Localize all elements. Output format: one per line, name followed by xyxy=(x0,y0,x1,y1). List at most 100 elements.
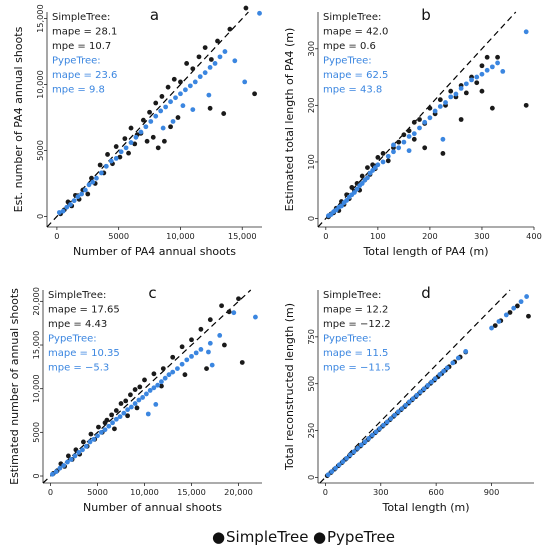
chart-b-point-pypetree xyxy=(406,134,412,139)
chart-a-annotation: mape = 23.6 xyxy=(52,70,117,81)
chart-c-y-tick-label: 5000 xyxy=(31,422,41,443)
chart-b: 0 100 200 300 400 0 100 200 300 b SimpleTree: mape … xyxy=(283,6,542,258)
chart-b-y-axis-label: Estimated total length of PA4 (m) xyxy=(283,28,296,212)
chart-a-series-pypetree xyxy=(56,10,262,215)
chart-a-point-simpletree xyxy=(117,154,123,160)
chart-b-annotation: mape = 42.0 xyxy=(323,27,388,38)
chart-c-point-simpletree xyxy=(170,354,176,360)
legend-label-pypetree: PypeTree xyxy=(327,528,395,546)
chart-d-annotation: mpe = −11.5 xyxy=(323,363,391,374)
chart-a-point-simpletree xyxy=(113,144,119,149)
chart-b-point-simpletree xyxy=(396,139,402,145)
chart-b-y-tick-label: 200 xyxy=(306,98,316,114)
chart-a-point-simpletree xyxy=(227,26,233,32)
chart-b-x-tick-label: 0 xyxy=(323,231,328,241)
chart-c-point-pypetree xyxy=(121,410,127,416)
chart-b-point-simpletree xyxy=(479,88,485,94)
chart-a-point-pypetree xyxy=(113,156,119,161)
chart-b-point-pypetree xyxy=(440,136,446,142)
chart-d-point-pypetree xyxy=(425,382,431,388)
chart-b-point-pypetree xyxy=(352,190,357,195)
chart-b-point-pypetree xyxy=(380,159,386,165)
chart-c-point-simpletree xyxy=(189,337,194,343)
chart-a-x-tick-label: 15,000 xyxy=(228,231,257,241)
chart-c-point-pypetree xyxy=(128,404,134,410)
legend-label-simpletree: SimpleTree xyxy=(226,528,308,546)
chart-b-point-pypetree xyxy=(448,94,454,100)
chart-a-point-pypetree xyxy=(232,58,238,64)
chart-d-annotation: SimpleTree: xyxy=(323,290,381,301)
chart-a-point-pypetree xyxy=(86,182,92,188)
chart-c-point-pypetree xyxy=(80,447,85,453)
chart-d-annotation: mpe = −12.2 xyxy=(323,319,391,330)
chart-a-point-pypetree xyxy=(94,175,99,181)
chart-c-point-simpletree xyxy=(109,412,115,418)
chart-b-point-pypetree xyxy=(500,69,506,74)
chart-b-point-simpletree xyxy=(489,105,495,111)
chart-c-point-simpletree xyxy=(236,296,241,302)
chart-c-point-pypetree xyxy=(117,414,123,420)
chart-c-x-tick-label: 15,000 xyxy=(177,487,206,497)
legend: ● SimpleTree ● PypeTree xyxy=(212,528,395,546)
chart-c-y-tick-label: 0 xyxy=(31,473,41,478)
chart-c-point-pypetree xyxy=(209,362,215,368)
chart-a-point-pypetree xyxy=(64,204,70,210)
chart-d-y-tick-label: 250 xyxy=(306,423,316,439)
chart-d-point-pypetree xyxy=(355,445,361,451)
chart-a-point-simpletree xyxy=(168,124,173,130)
chart-b-point-pypetree xyxy=(401,139,407,145)
chart-b-point-simpletree xyxy=(448,88,454,94)
chart-b-point-pypetree xyxy=(422,119,428,125)
chart-b-point-simpletree xyxy=(411,119,417,125)
chart-b-point-pypetree xyxy=(437,104,443,109)
chart-b-point-pypetree xyxy=(484,67,490,73)
chart-a-x-axis-label: Number of PA4 annual shoots xyxy=(73,245,236,258)
chart-c-y-tick-label: 20,000 xyxy=(31,287,41,316)
chart-a-point-pypetree xyxy=(56,210,62,215)
chart-d-point-pypetree xyxy=(381,422,386,428)
chart-c-point-pypetree xyxy=(87,439,93,445)
chart-c-point-pypetree xyxy=(102,427,108,433)
chart-a-point-pypetree xyxy=(173,95,178,101)
chart-b-point-pypetree xyxy=(417,125,422,131)
chart-a-point-pypetree xyxy=(163,104,169,110)
chart-a-point-pypetree xyxy=(133,134,139,140)
chart-a-y-tick-label: 15,000 xyxy=(35,4,45,33)
chart-a: 0 5000 10,000 15,000 0 5000 10,000 15,000 a Simpl… xyxy=(12,4,262,258)
chart-c-point-simpletree xyxy=(96,424,101,430)
chart-b-y-tick-label: 100 xyxy=(306,154,316,170)
chart-b-y-tick-label: 300 xyxy=(306,41,316,57)
chart-c-point-simpletree xyxy=(160,366,166,371)
chart-a-point-pypetree xyxy=(90,179,96,185)
chart-c-point-pypetree xyxy=(159,379,164,385)
chart-c-point-pypetree xyxy=(125,407,130,413)
chart-a-y-tick-label: 5000 xyxy=(35,140,45,161)
chart-b-point-simpletree xyxy=(359,173,365,179)
chart-b-point-pypetree xyxy=(458,85,464,91)
chart-a-x-tick-label: 0 xyxy=(54,231,59,241)
chart-a-point-pypetree xyxy=(222,49,228,54)
chart-a-x-tick-label: 5000 xyxy=(108,231,129,241)
chart-d-point-pypetree xyxy=(340,459,346,465)
chart-c-point-simpletree xyxy=(65,453,71,459)
chart-b-point-pypetree xyxy=(396,145,402,151)
chart-c-point-simpletree xyxy=(125,413,130,419)
chart-d-point-pypetree xyxy=(403,402,409,408)
chart-c-point-simpletree xyxy=(102,420,108,426)
chart-b-point-simpletree xyxy=(484,54,490,60)
chart-c-point-pypetree xyxy=(184,357,190,363)
chart-a-point-simpletree xyxy=(165,84,171,90)
chart-d-point-pypetree xyxy=(370,432,375,438)
chart-b-point-simpletree xyxy=(474,80,480,86)
chart-c: 0 5000 10,000 15,000 20,000 0 5000 10,000 15,000… xyxy=(8,284,262,514)
chart-a-point-simpletree xyxy=(155,145,161,151)
chart-b-point-pypetree xyxy=(443,100,448,105)
chart-b-point-simpletree xyxy=(458,117,464,122)
chart-a-point-pypetree xyxy=(212,61,218,66)
chart-b-point-pypetree xyxy=(474,74,480,80)
chart-c-point-pypetree xyxy=(193,350,199,356)
chart-d-point-pypetree xyxy=(524,294,530,299)
chart-d-point-pypetree xyxy=(358,442,364,448)
chart-d: 0 300 600 900 0 250 500 750 d SimpleTree: mape = 1… xyxy=(283,284,534,514)
